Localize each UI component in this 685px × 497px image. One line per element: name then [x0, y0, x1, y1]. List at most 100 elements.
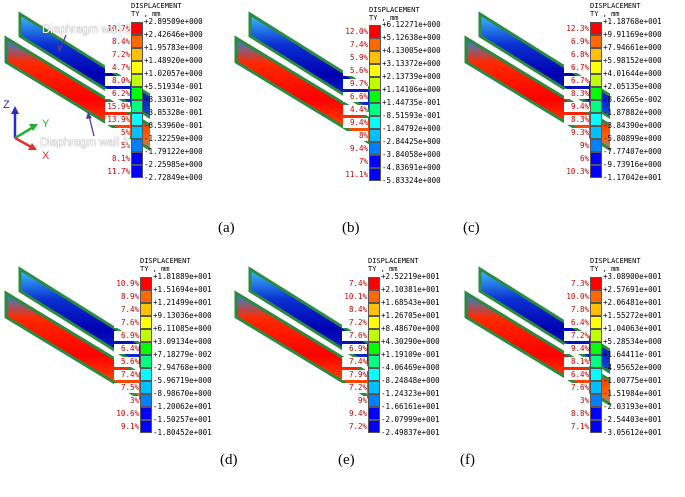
- legend-bar-d: [140, 277, 152, 433]
- legend-percentage: 4.4%: [343, 105, 368, 115]
- legend-color-cell: [369, 77, 381, 90]
- legend-value: +5.28534e+000: [603, 337, 662, 346]
- legend-value: +8.48670e+000: [381, 324, 440, 333]
- legend-title-b: DISPLACEMENT TY , mm: [369, 6, 420, 22]
- legend-percentage: 7.5%: [114, 383, 139, 393]
- legend-color-cell: [368, 368, 380, 381]
- legend-percentage: 6.2%: [105, 89, 130, 99]
- legend-percentage: 5.9%: [343, 53, 368, 63]
- legend-color-cell: [590, 420, 602, 433]
- legend-percentage: 6.4%: [564, 370, 589, 380]
- axis-label-x: X: [42, 150, 50, 162]
- panel-f: DISPLACEMENT TY , mm 7.3% 10.0% 7.8% 6.4% 7.2…: [460, 255, 685, 480]
- legend-percentage: 8.3%: [564, 89, 589, 99]
- legend-value: -9.73916e+000: [603, 160, 662, 169]
- legend-percentage: 8.1%: [105, 154, 130, 164]
- legend-value: -1.84792e+000: [382, 124, 441, 133]
- legend-percentage: 11.1%: [343, 170, 368, 180]
- legend-color-cell: [369, 129, 381, 142]
- legend-color-cell: [368, 394, 380, 407]
- legend-value: -2.72849e+000: [144, 173, 203, 182]
- legend-color-cell: [368, 342, 380, 355]
- legend-value: +1.68543e+001: [381, 298, 440, 307]
- legend-percentage: 8.8%: [564, 409, 589, 419]
- legend-color-cell: [131, 113, 143, 126]
- legend-value: +6.12271e+000: [382, 20, 441, 29]
- legend-bar-e: [368, 277, 380, 433]
- legend-percentage: 9.4%: [564, 102, 589, 112]
- legend-value: -1.00775e+001: [603, 376, 662, 385]
- legend-value: +9.91169e+000: [603, 30, 662, 39]
- legend-percentage: 9.1%: [114, 422, 139, 432]
- legend-percentage: 9.7%: [343, 79, 368, 89]
- legend-color-cell: [131, 139, 143, 152]
- legend-color-cell: [368, 420, 380, 433]
- legend-color-cell: [131, 165, 143, 178]
- legend-color-cell: [590, 100, 602, 113]
- legend-title-a: DISPLACEMENT TY , mm: [131, 2, 182, 18]
- legend-color-cell: [369, 155, 381, 168]
- legend-value: -1.20062e+001: [153, 402, 212, 411]
- legend-percentage: 6.7%: [564, 63, 589, 73]
- legend-percentage: 8.9%: [114, 292, 139, 302]
- legend-value: +1.81889e+001: [153, 272, 212, 281]
- legend-percentage: 6.7%: [564, 76, 589, 86]
- legend-percentage: 7.6%: [564, 383, 589, 393]
- caption-e: (e): [338, 452, 355, 468]
- legend-color-cell: [590, 316, 602, 329]
- legend-percentage: 7.2%: [342, 422, 367, 432]
- legend-color-cell: [590, 139, 602, 152]
- legend-color-cell: [140, 316, 152, 329]
- legend-color-cell: [140, 342, 152, 355]
- legend-value: +8.33031e-002: [144, 95, 203, 104]
- legend-bar-b: [369, 25, 381, 181]
- legend-percentage: 10.3%: [564, 167, 589, 177]
- annotation-arrow-wall-1: [86, 111, 95, 137]
- legend-value: +1.18768e+001: [603, 17, 662, 26]
- legend-value: -2.94768e+000: [153, 363, 212, 372]
- legend-color-cell: [590, 152, 602, 165]
- legend-percentage: 10.1%: [342, 292, 367, 302]
- legend-color-cell: [368, 290, 380, 303]
- legend-color-cell: [368, 277, 380, 290]
- legend-color-cell: [369, 25, 381, 38]
- legend-percentage: 8.4%: [342, 305, 367, 315]
- coordinate-triad: [11, 106, 38, 150]
- legend-bar-c: [590, 22, 602, 178]
- legend-color-cell: [590, 368, 602, 381]
- caption-a: (a): [218, 220, 235, 236]
- legend-title-d: DISPLACEMENT TY , mm: [140, 257, 191, 273]
- legend-value: -8.53960e-001: [144, 121, 203, 130]
- legend-color-cell: [140, 329, 152, 342]
- legend-color-cell: [590, 277, 602, 290]
- legend-value: +5.12638e+000: [382, 33, 441, 42]
- legend-percentage: 6.9%: [342, 344, 367, 354]
- legend-value: +4.01644e+000: [603, 69, 662, 78]
- legend-value: -2.03193e+001: [603, 402, 662, 411]
- legend-color-cell: [369, 64, 381, 77]
- legend-value: -5.83324e+000: [382, 176, 441, 185]
- legend-color-cell: [590, 355, 602, 368]
- legend-value: -4.83691e+000: [382, 163, 441, 172]
- legend-value: +6.11085e+000: [153, 324, 212, 333]
- legend-value: +2.52219e+001: [381, 272, 440, 281]
- legend-percentage: 5.6%: [343, 66, 368, 76]
- legend-value: +1.02057e+000: [144, 69, 203, 78]
- annotation-arrow-wall-2: [57, 34, 67, 53]
- legend-color-cell: [369, 51, 381, 64]
- legend-color-cell: [590, 61, 602, 74]
- legend-color-cell: [368, 381, 380, 394]
- legend-color-cell: [369, 103, 381, 116]
- legend-percentage: 9.4%: [342, 409, 367, 419]
- legend-value: +1.14106e+000: [382, 85, 441, 94]
- legend-percentage: 3%: [114, 396, 139, 406]
- legend-percentage: 7.2%: [342, 383, 367, 393]
- legend-value: +2.89509e+000: [144, 17, 203, 26]
- legend-percentage: 9.4%: [343, 118, 368, 128]
- legend-color-cell: [131, 48, 143, 61]
- legend-percentage: 7.4%: [343, 40, 368, 50]
- legend-color-cell: [368, 316, 380, 329]
- panel-c: DISPLACEMENT TY , mm 12.3% 6.9% 6.8% 6.7% 6.7…: [460, 0, 685, 225]
- legend-color-cell: [140, 368, 152, 381]
- legend-percentage: 6%: [564, 154, 589, 164]
